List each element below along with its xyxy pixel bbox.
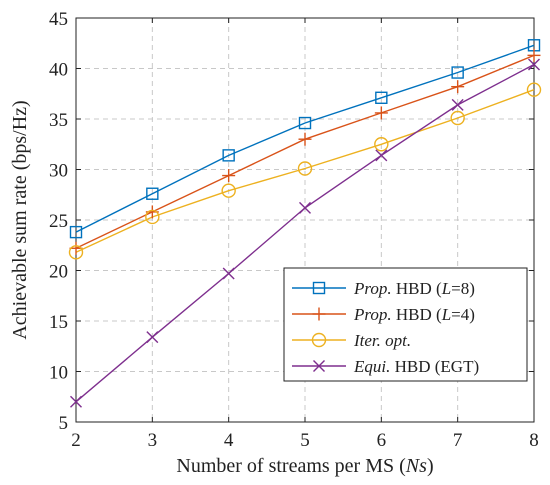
- x-tick-label: 3: [148, 430, 158, 451]
- x-axis-label-sub: s: [419, 455, 427, 477]
- legend-label-part: HBD (: [392, 305, 442, 324]
- data-point-s3: [297, 161, 313, 176]
- legend-marker-s1: [312, 281, 326, 295]
- data-point-s2: [222, 169, 236, 183]
- data-point-s1: [451, 66, 464, 79]
- legend-label-part: Prop.: [353, 279, 392, 298]
- legend-label-s3: Iter. opt.: [353, 331, 411, 350]
- y-tick-label: 25: [49, 211, 68, 232]
- y-tick-label: 15: [49, 312, 68, 333]
- data-point-s3: [221, 183, 236, 198]
- legend-label-part: =8): [451, 279, 475, 298]
- x-axis-label-prefix: Number of streams per MS (: [176, 455, 406, 477]
- data-point-s3: [374, 137, 389, 152]
- y-tick-label: 30: [49, 161, 68, 182]
- data-point-s2: [451, 80, 465, 94]
- y-tick-label: 40: [49, 60, 68, 81]
- legend-label-part: HBD (: [392, 279, 442, 298]
- x-axis-label-suffix: ): [427, 455, 434, 477]
- data-point-s2: [298, 132, 312, 146]
- legend-label-part: HBD (EGT): [390, 357, 479, 376]
- y-tick-label: 45: [49, 9, 68, 30]
- data-point-s2: [527, 48, 541, 62]
- legend-label-part: L: [441, 305, 451, 324]
- data-point-s1: [222, 149, 235, 162]
- series-line-s1: [75, 44, 535, 233]
- data-point-s4: [528, 58, 540, 71]
- x-tick-label: 2: [71, 430, 81, 451]
- y-tick-label: 10: [49, 363, 68, 384]
- x-tick-label: 7: [453, 430, 463, 451]
- data-point-s1: [298, 116, 312, 130]
- data-point-s2: [374, 106, 388, 120]
- data-point-s4: [299, 201, 311, 214]
- legend-label-part: L: [441, 279, 451, 298]
- data-point-s1: [375, 91, 388, 104]
- data-point-s1: [69, 225, 83, 239]
- legend-label-s4: Equi. HBD (EGT): [353, 357, 479, 376]
- legend-marker-s3: [311, 332, 327, 348]
- y-tick-label: 35: [49, 110, 68, 131]
- legend-label-part: =4): [451, 305, 475, 324]
- legend-label-s2: Prop. HBD (L=4): [353, 305, 475, 324]
- legend-marker-s2: [312, 307, 326, 321]
- data-point-s4: [222, 267, 235, 280]
- data-point-s4: [451, 98, 464, 111]
- data-point-s3: [68, 245, 84, 260]
- series-markers: [68, 39, 542, 408]
- legend-label-s1: Prop. HBD (L=8): [353, 279, 475, 298]
- legend-marker-s4: [313, 360, 325, 372]
- data-point-s3: [145, 209, 160, 225]
- legend: Prop. HBD (L=8)Prop. HBD (L=4)Iter. opt.…: [283, 267, 528, 382]
- data-point-s4: [375, 149, 388, 162]
- data-point-s3: [450, 110, 465, 126]
- y-tick-label: 20: [49, 262, 68, 283]
- legend-label-part: Equi.: [353, 357, 390, 376]
- data-point-s4: [70, 395, 82, 408]
- data-point-s4: [146, 331, 159, 344]
- x-tick-label: 6: [377, 430, 387, 451]
- data-point-s1: [146, 187, 159, 200]
- legend-label-part: Iter. opt.: [353, 331, 411, 350]
- x-tick-label: 5: [300, 430, 310, 451]
- y-axis-label: Achievable sum rate (bps/Hz): [9, 100, 31, 339]
- legend-label-part: Prop.: [353, 305, 392, 324]
- y-tick-label: 5: [59, 413, 69, 434]
- x-axis-label: Number of streams per MS (Ns): [176, 455, 433, 477]
- x-tick-label: 4: [224, 430, 234, 451]
- data-point-s3: [526, 82, 542, 97]
- x-tick-label: 8: [529, 430, 539, 451]
- x-axis-label-var: N: [405, 455, 421, 477]
